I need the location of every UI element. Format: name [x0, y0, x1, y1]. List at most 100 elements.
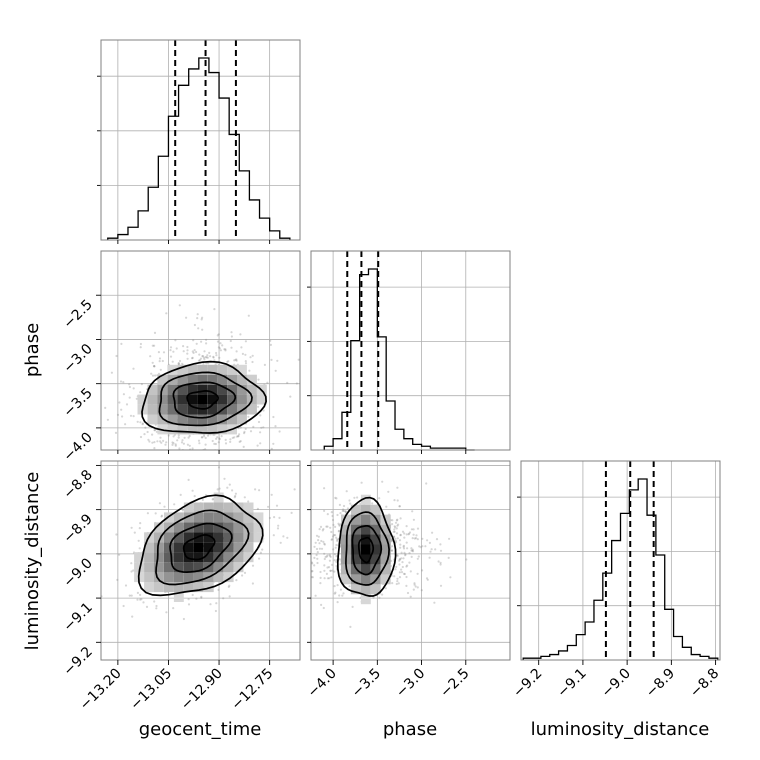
scatter-point — [414, 537, 418, 540]
scatter-point — [400, 557, 403, 560]
scatter-point — [241, 352, 244, 355]
scatter-point — [316, 551, 319, 554]
scatter-point — [215, 437, 218, 440]
scatter-point — [139, 522, 142, 525]
density-bin — [173, 542, 184, 553]
scatter-point — [396, 554, 399, 558]
density-bin — [223, 542, 234, 553]
density-bin — [370, 524, 381, 535]
density-bin — [183, 552, 194, 563]
scatter-point — [399, 534, 402, 537]
scatter-point — [243, 496, 246, 499]
density-bin — [157, 404, 168, 415]
density-bin — [147, 404, 158, 415]
scatter-point — [203, 358, 206, 361]
density-bin — [380, 564, 391, 575]
scatter-point — [394, 521, 398, 524]
density-bin — [144, 582, 154, 593]
contour-level — [141, 360, 267, 434]
scatter-point — [151, 361, 154, 364]
scatter-point — [229, 440, 232, 443]
scatter-point — [120, 408, 123, 411]
scatter-point — [238, 433, 241, 436]
density-bin — [243, 542, 254, 553]
xlabel-phase: phase — [383, 719, 437, 740]
density-bin — [217, 424, 227, 435]
scatter-point — [273, 516, 276, 519]
scatter-point — [241, 457, 243, 459]
scatter-point — [328, 559, 331, 562]
scatter-point — [260, 426, 263, 429]
density-bin — [183, 532, 194, 543]
scatter-point — [327, 566, 331, 569]
scatter-point — [233, 436, 236, 439]
contour-level — [336, 496, 397, 597]
scatter-point — [213, 308, 216, 311]
scatter-point — [410, 555, 413, 559]
scatter-point — [251, 354, 254, 357]
scatter-point — [267, 505, 270, 508]
panel-frame — [520, 460, 721, 661]
scatter-point — [147, 438, 150, 441]
scatter-point — [145, 605, 149, 609]
scatter-point — [203, 435, 206, 438]
scatter-point — [337, 530, 340, 533]
contour-level — [169, 522, 233, 573]
scatter-point — [398, 571, 401, 574]
scatter-point — [177, 362, 180, 365]
density-bin — [147, 384, 158, 395]
scatter-point — [330, 538, 333, 541]
scatter-point — [378, 596, 381, 599]
scatter-point — [215, 351, 218, 355]
scatter-point — [406, 591, 410, 595]
scatter-point — [317, 535, 320, 538]
scatter-point — [270, 447, 273, 450]
density-bin — [193, 522, 204, 533]
scatter-point — [257, 378, 260, 381]
scatter-point — [326, 577, 329, 580]
scatter-point — [435, 538, 439, 541]
scatter-point — [153, 441, 156, 444]
scatter-point — [412, 518, 415, 521]
scatter-point — [188, 444, 191, 447]
scatter-point — [149, 355, 152, 358]
scatter-point — [390, 549, 393, 552]
density-bin — [164, 562, 174, 573]
scatter-point — [396, 524, 399, 527]
scatter-point — [266, 381, 269, 384]
scatter-point — [431, 531, 434, 534]
scatter-point — [230, 346, 233, 349]
density-bin — [203, 522, 214, 533]
density-bin — [144, 542, 154, 553]
scatter-point — [178, 447, 181, 450]
scatter-point — [233, 496, 236, 499]
density-bin — [183, 522, 194, 533]
scatter-point — [335, 536, 338, 539]
scatter-point — [118, 553, 121, 556]
scatter-point — [214, 609, 217, 613]
scatter-point — [284, 579, 286, 581]
scatter-point — [186, 443, 189, 446]
scatter-point — [251, 564, 255, 567]
density-bin — [167, 424, 178, 435]
density-bin — [237, 394, 247, 405]
scatter-point — [185, 316, 188, 319]
density-bin — [167, 394, 178, 405]
scatter-point — [198, 353, 201, 356]
scatter-point — [191, 350, 194, 353]
joint-panel-luminosity-distance-vs-phase — [284, 460, 511, 661]
density-bin — [203, 542, 214, 553]
scatter-point — [286, 540, 288, 542]
scatter-point — [408, 531, 412, 534]
scatter-point — [191, 357, 194, 360]
scatter-point — [217, 588, 220, 592]
scatter-point — [396, 577, 399, 580]
scatter-point — [315, 534, 319, 537]
scatter-point — [400, 551, 403, 554]
scatter-point — [311, 570, 314, 573]
luminosity-distance-x-tick-label: −9.2 — [510, 666, 545, 701]
density-bin — [350, 514, 361, 525]
scatter-point — [204, 443, 207, 446]
density-bin — [164, 582, 174, 593]
scatter-point — [167, 434, 170, 437]
